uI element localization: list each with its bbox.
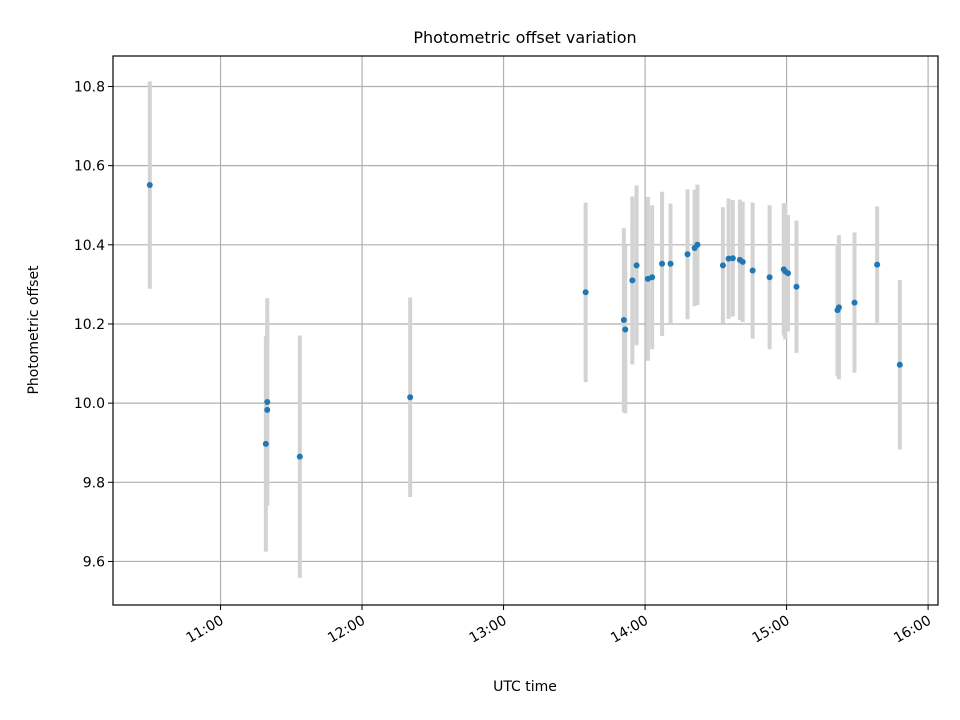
- data-point: [633, 262, 640, 269]
- data-point: [719, 262, 726, 269]
- data-point: [896, 361, 903, 368]
- x-axis-label: UTC time: [493, 679, 557, 695]
- data-point: [407, 394, 414, 401]
- data-point: [694, 241, 701, 248]
- data-point: [684, 251, 691, 258]
- data-point: [739, 258, 746, 265]
- data-point: [146, 182, 153, 189]
- data-point: [620, 317, 627, 324]
- data-point: [659, 260, 666, 267]
- y-tick-label: 9.8: [83, 475, 105, 491]
- data-point: [785, 270, 791, 277]
- data-point: [582, 289, 589, 296]
- data-point: [835, 304, 842, 311]
- y-tick-label: 10.4: [74, 238, 105, 254]
- data-point: [296, 453, 303, 460]
- data-point: [749, 267, 756, 274]
- y-tick-label: 10.2: [74, 317, 105, 333]
- data-point: [874, 261, 881, 268]
- data-point: [262, 440, 269, 447]
- plot-frame: [112, 55, 939, 606]
- data-point: [766, 274, 773, 281]
- data-point: [264, 398, 271, 405]
- data-point: [851, 299, 858, 306]
- y-tick-label: 10.0: [74, 396, 105, 412]
- data-point: [729, 255, 736, 262]
- y-tick-label: 10.6: [74, 159, 105, 175]
- chart-title: Photometric offset variation: [413, 28, 636, 47]
- y-axis-ticks: 9.6 9.8 10.0 10.2 10.4 10.6 10.8: [74, 79, 113, 570]
- y-tick-label: 10.8: [74, 79, 105, 95]
- y-axis-label: Photometric offset: [26, 265, 42, 395]
- data-point: [649, 274, 656, 281]
- data-point: [622, 326, 629, 333]
- y-tick-label: 9.6: [83, 554, 105, 570]
- data-point: [667, 260, 674, 267]
- data-point: [629, 277, 636, 284]
- data-point: [793, 283, 800, 290]
- data-point: [264, 406, 271, 413]
- data-points: [146, 182, 903, 460]
